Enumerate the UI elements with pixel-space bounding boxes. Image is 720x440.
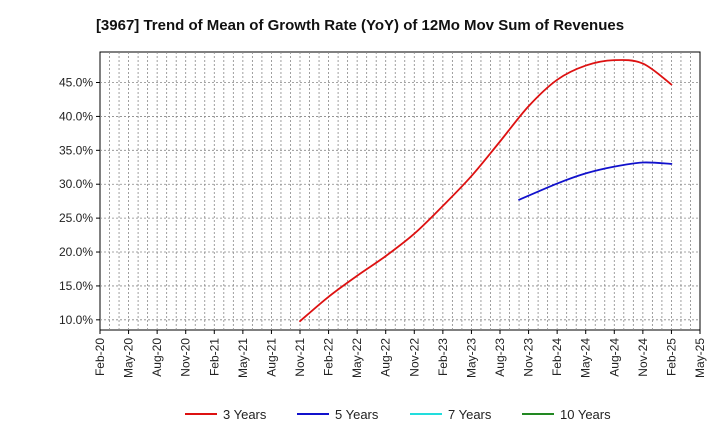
y-axis: 10.0% 15.0% 20.0% 25.0% 30.0% 35.0% 40.0% 45.0%	[59, 76, 100, 327]
chart-title: [3967] Trend of Mean of Growth Rate (YoY…	[96, 17, 624, 34]
x-tick-label: Aug-23	[493, 338, 507, 377]
x-tick-label: May-23	[464, 338, 478, 378]
x-tick-label: Nov-22	[407, 338, 421, 377]
x-tick-label: Nov-23	[522, 338, 536, 377]
x-tick-label: Nov-24	[636, 338, 650, 377]
series-line-3-years	[299, 59, 673, 323]
y-tick-label: 20.0%	[59, 245, 93, 259]
x-tick-label: Feb-20	[93, 338, 107, 376]
y-tick-label: 15.0%	[59, 279, 93, 293]
y-tick-label: 25.0%	[59, 211, 93, 225]
y-tick-label: 40.0%	[59, 109, 93, 123]
y-tick-label: 45.0%	[59, 76, 93, 90]
x-tick-label: May-24	[579, 338, 593, 378]
y-tick-label: 35.0%	[59, 143, 93, 157]
x-tick-label: Aug-21	[264, 338, 278, 377]
legend-label-5-years: 5 Years	[335, 407, 379, 422]
legend-label-10-years: 10 Years	[560, 407, 611, 422]
x-tick-label: May-25	[693, 338, 707, 378]
x-tick-label: Feb-24	[550, 338, 564, 376]
legend: 3 Years 5 Years 7 Years 10 Years	[185, 407, 611, 422]
x-tick-label: Aug-20	[150, 338, 164, 377]
x-tick-label: May-21	[236, 338, 250, 378]
x-tick-label: May-22	[350, 338, 364, 378]
grid	[100, 52, 700, 330]
x-tick-label: Feb-21	[207, 338, 221, 376]
x-tick-label: Nov-21	[293, 338, 307, 377]
series-layer	[299, 59, 673, 323]
series-line-5-years	[518, 161, 673, 201]
x-tick-label: Aug-24	[607, 338, 621, 377]
y-tick-label: 10.0%	[59, 313, 93, 327]
x-axis: Feb-20 May-20 Aug-20 Nov-20 Feb-21 May-21 Aug-…	[93, 330, 707, 378]
x-tick-label: Feb-25	[664, 338, 678, 376]
legend-label-7-years: 7 Years	[448, 407, 492, 422]
y-tick-label: 30.0%	[59, 177, 93, 191]
x-tick-label: May-20	[122, 338, 136, 378]
legend-label-3-years: 3 Years	[223, 407, 267, 422]
x-tick-label: Nov-20	[179, 338, 193, 377]
x-tick-label: Feb-22	[322, 338, 336, 376]
plot-area	[99, 51, 701, 331]
x-tick-label: Feb-23	[436, 338, 450, 376]
x-tick-label: Aug-22	[379, 338, 393, 377]
